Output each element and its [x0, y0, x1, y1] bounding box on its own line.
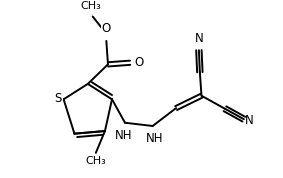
Text: O: O [102, 22, 111, 35]
Text: O: O [135, 56, 144, 69]
Text: S: S [55, 92, 62, 105]
Text: CH₃: CH₃ [81, 1, 101, 11]
Text: N: N [245, 114, 254, 127]
Text: NH: NH [115, 129, 132, 142]
Text: N: N [195, 32, 203, 45]
Text: CH₃: CH₃ [85, 156, 106, 166]
Text: NH: NH [146, 132, 164, 145]
